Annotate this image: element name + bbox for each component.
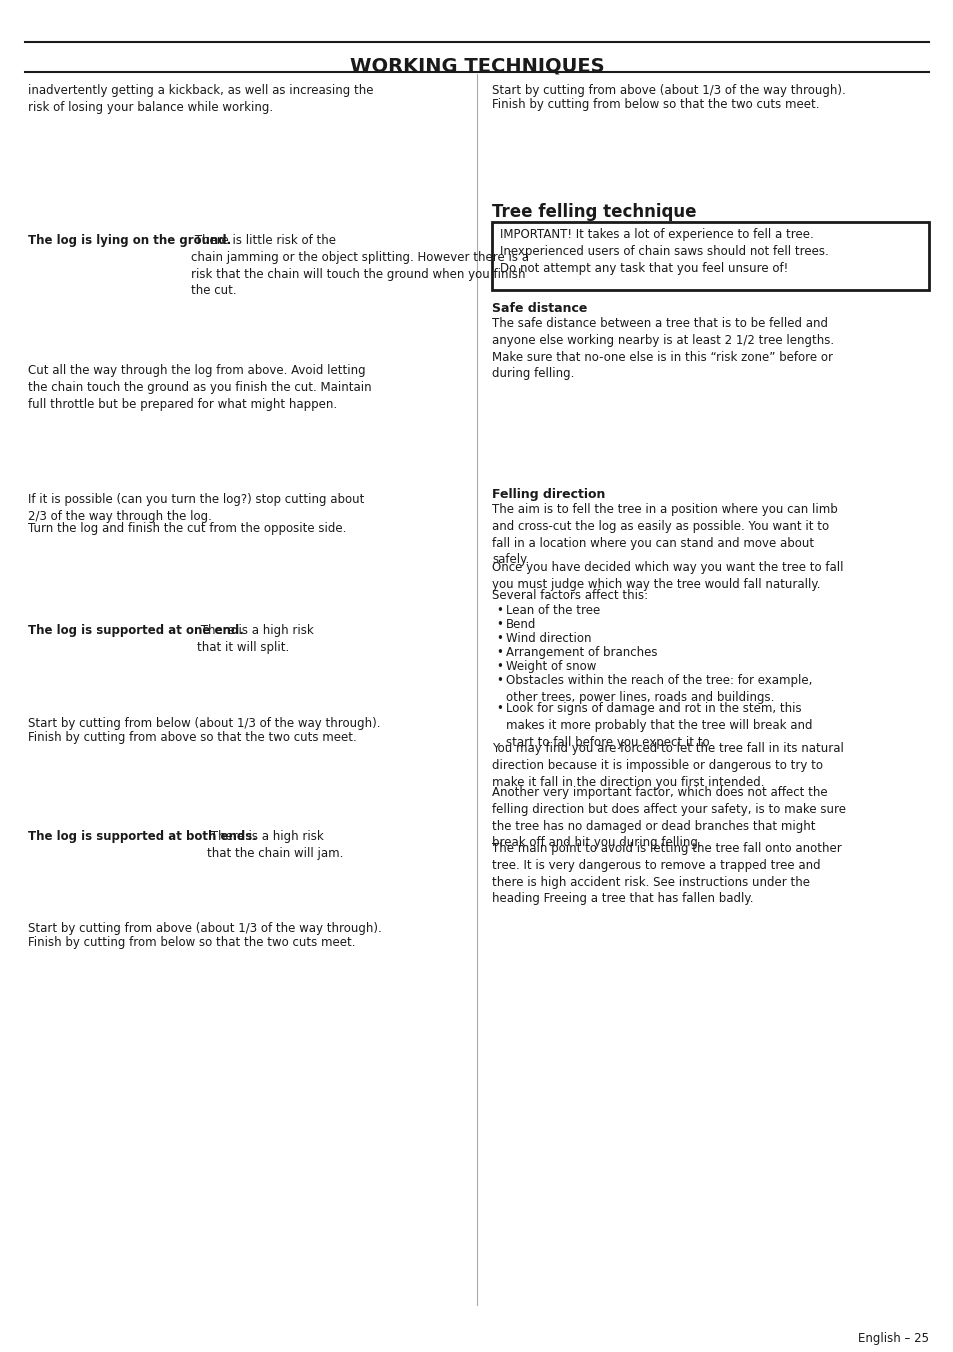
- Bar: [28, 412, 462, 487]
- Text: You may find you are forced to let the tree fall in its natural
direction becaus: You may find you are forced to let the t…: [492, 742, 843, 788]
- Text: There is little risk of the
chain jamming or the object splitting. However there: There is little risk of the chain jammin…: [192, 234, 529, 297]
- Text: Weight of snow: Weight of snow: [505, 660, 596, 673]
- Text: English – 25: English – 25: [857, 1332, 928, 1345]
- Text: Wind direction: Wind direction: [505, 631, 591, 645]
- Text: •: •: [496, 646, 502, 658]
- Text: The aim is to fell the tree in a position where you can limb
and cross-cut the l: The aim is to fell the tree in a positio…: [492, 503, 837, 566]
- Text: •: •: [496, 675, 502, 687]
- Bar: [28, 118, 462, 227]
- Text: Another very important factor, which does not affect the
felling direction but d: Another very important factor, which doe…: [492, 786, 845, 849]
- Text: inadvertently getting a kickback, as well as increasing the
risk of losing your : inadvertently getting a kickback, as wel…: [28, 84, 374, 114]
- Text: Several factors affect this:: Several factors affect this:: [492, 589, 647, 602]
- Text: •: •: [496, 702, 502, 715]
- Text: Obstacles within the reach of the tree: for example,
other trees, power lines, r: Obstacles within the reach of the tree: …: [505, 675, 812, 704]
- Text: Finish by cutting from below so that the two cuts meet.: Finish by cutting from below so that the…: [492, 97, 819, 111]
- Text: Look for signs of damage and rot in the stem, this
makes it more probably that t: Look for signs of damage and rot in the …: [505, 702, 812, 749]
- Text: Safe distance: Safe distance: [492, 301, 587, 315]
- Text: •: •: [496, 631, 502, 645]
- Bar: [28, 537, 462, 617]
- Text: Turn the log and finish the cut from the opposite side.: Turn the log and finish the cut from the…: [28, 522, 346, 535]
- Text: There is a high risk
that it will split.: There is a high risk that it will split.: [196, 625, 314, 654]
- Text: IMPORTANT! It takes a lot of experience to fell a tree.
Inexperienced users of c: IMPORTANT! It takes a lot of experience …: [499, 228, 828, 274]
- Text: Finish by cutting from above so that the two cuts meet.: Finish by cutting from above so that the…: [28, 731, 356, 744]
- Text: Bend: Bend: [505, 618, 536, 631]
- Text: Finish by cutting from below so that the two cuts meet.: Finish by cutting from below so that the…: [28, 936, 355, 949]
- Bar: [28, 300, 462, 358]
- Text: •: •: [496, 660, 502, 673]
- Text: If it is possible (can you turn the log?) stop cutting about
2/3 of the way thro: If it is possible (can you turn the log?…: [28, 493, 364, 523]
- Bar: [492, 222, 928, 289]
- Text: The safe distance between a tree that is to be felled and
anyone else working ne: The safe distance between a tree that is…: [492, 316, 833, 380]
- Text: •: •: [496, 618, 502, 631]
- Text: Start by cutting from above (about 1/3 of the way through).: Start by cutting from above (about 1/3 o…: [28, 922, 381, 936]
- Text: •: •: [496, 604, 502, 617]
- Bar: [28, 745, 462, 823]
- Text: There is a high risk
that the chain will jam.: There is a high risk that the chain will…: [207, 830, 343, 860]
- Text: The log is lying on the ground.: The log is lying on the ground.: [28, 234, 231, 247]
- Text: WORKING TECHNIQUES: WORKING TECHNIQUES: [350, 55, 603, 74]
- Text: Felling direction: Felling direction: [492, 488, 605, 502]
- Bar: [28, 859, 462, 917]
- Text: Once you have decided which way you want the tree to fall
you must judge which w: Once you have decided which way you want…: [492, 561, 842, 591]
- Text: Tree felling technique: Tree felling technique: [492, 203, 696, 220]
- Text: Arrangement of branches: Arrangement of branches: [505, 646, 657, 658]
- Bar: [492, 112, 928, 193]
- Text: Cut all the way through the log from above. Avoid letting
the chain touch the gr: Cut all the way through the log from abo…: [28, 364, 372, 411]
- Text: Lean of the tree: Lean of the tree: [505, 604, 599, 617]
- Bar: [492, 383, 928, 481]
- Text: The log is supported at one end.: The log is supported at one end.: [28, 625, 244, 637]
- Text: Start by cutting from above (about 1/3 of the way through).: Start by cutting from above (about 1/3 o…: [492, 84, 845, 97]
- Bar: [28, 653, 462, 711]
- Text: The main point to avoid is letting the tree fall onto another
tree. It is very d: The main point to avoid is letting the t…: [492, 842, 841, 906]
- Text: Start by cutting from below (about 1/3 of the way through).: Start by cutting from below (about 1/3 o…: [28, 717, 380, 730]
- Text: The log is supported at both ends.: The log is supported at both ends.: [28, 830, 256, 844]
